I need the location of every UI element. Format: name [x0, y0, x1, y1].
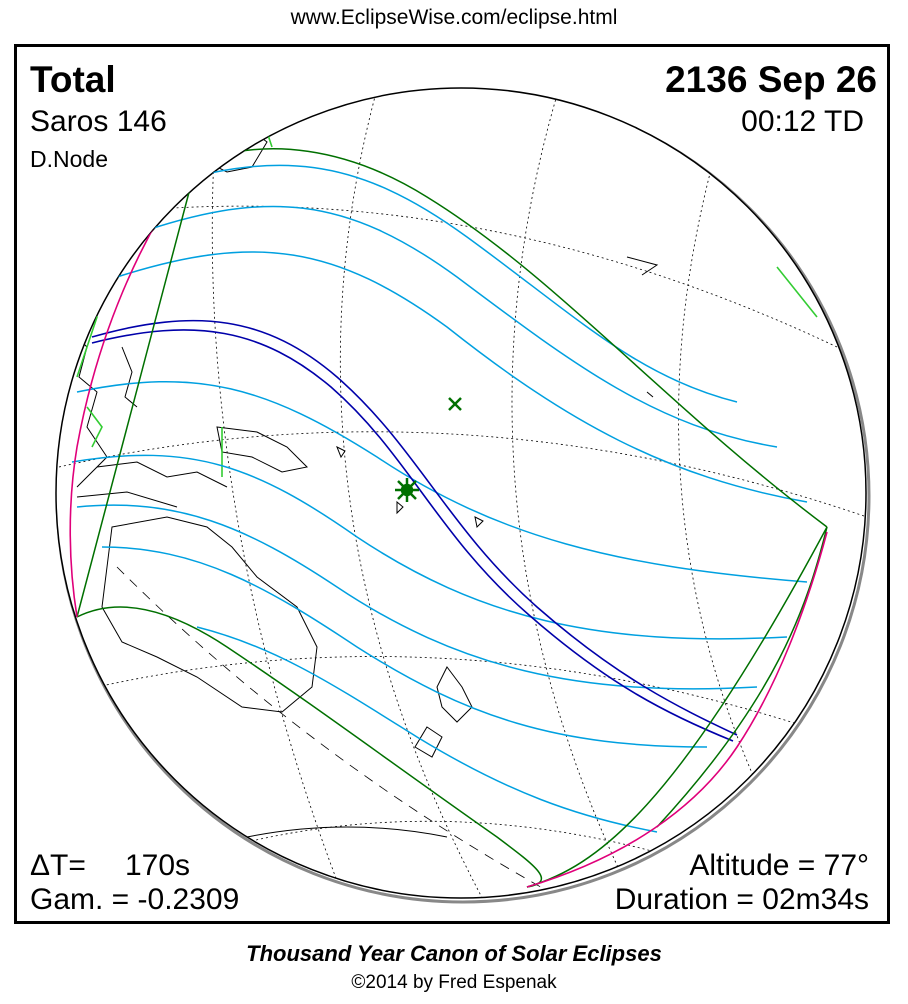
canon-title: Thousand Year Canon of Solar Eclipses: [246, 941, 662, 966]
penumbral-limits: [76, 148, 828, 888]
sunrise-sunset-curves: [69, 171, 828, 888]
greatest-eclipse-marker: [395, 478, 419, 502]
eclipse-date: 2136 Sep 26: [665, 59, 877, 100]
penumbral-magnitude-lines: [71, 164, 808, 833]
source-url: www.EclipseWise.com/eclipse.html: [290, 6, 618, 29]
globe-outline: [55, 87, 867, 899]
graticule: [58, 88, 866, 898]
subsolar-point-marker: [448, 397, 462, 411]
gamma-value: Gam. = -0.2309: [30, 883, 240, 916]
central-path: [91, 319, 738, 742]
node-label: D.Node: [30, 146, 108, 172]
delta-t-value: 170s: [125, 849, 191, 882]
altitude-value: Altitude = 77°: [689, 849, 869, 882]
saros-label: Saros 146: [30, 105, 167, 138]
copyright: ©2014 by Fred Espenak: [351, 972, 557, 993]
globe-map: [55, 87, 871, 904]
duration-value: Duration = 02m34s: [614, 883, 869, 916]
dashed-reference-line: [116, 566, 578, 898]
eclipse-map-panel: Total Saros 146 D.Node 2136 Sep 26 00:12…: [14, 44, 890, 924]
delta-t-label: ΔT=: [30, 849, 86, 882]
eclipse-type: Total: [30, 59, 116, 100]
eclipse-time: 00:12 TD: [741, 105, 864, 138]
